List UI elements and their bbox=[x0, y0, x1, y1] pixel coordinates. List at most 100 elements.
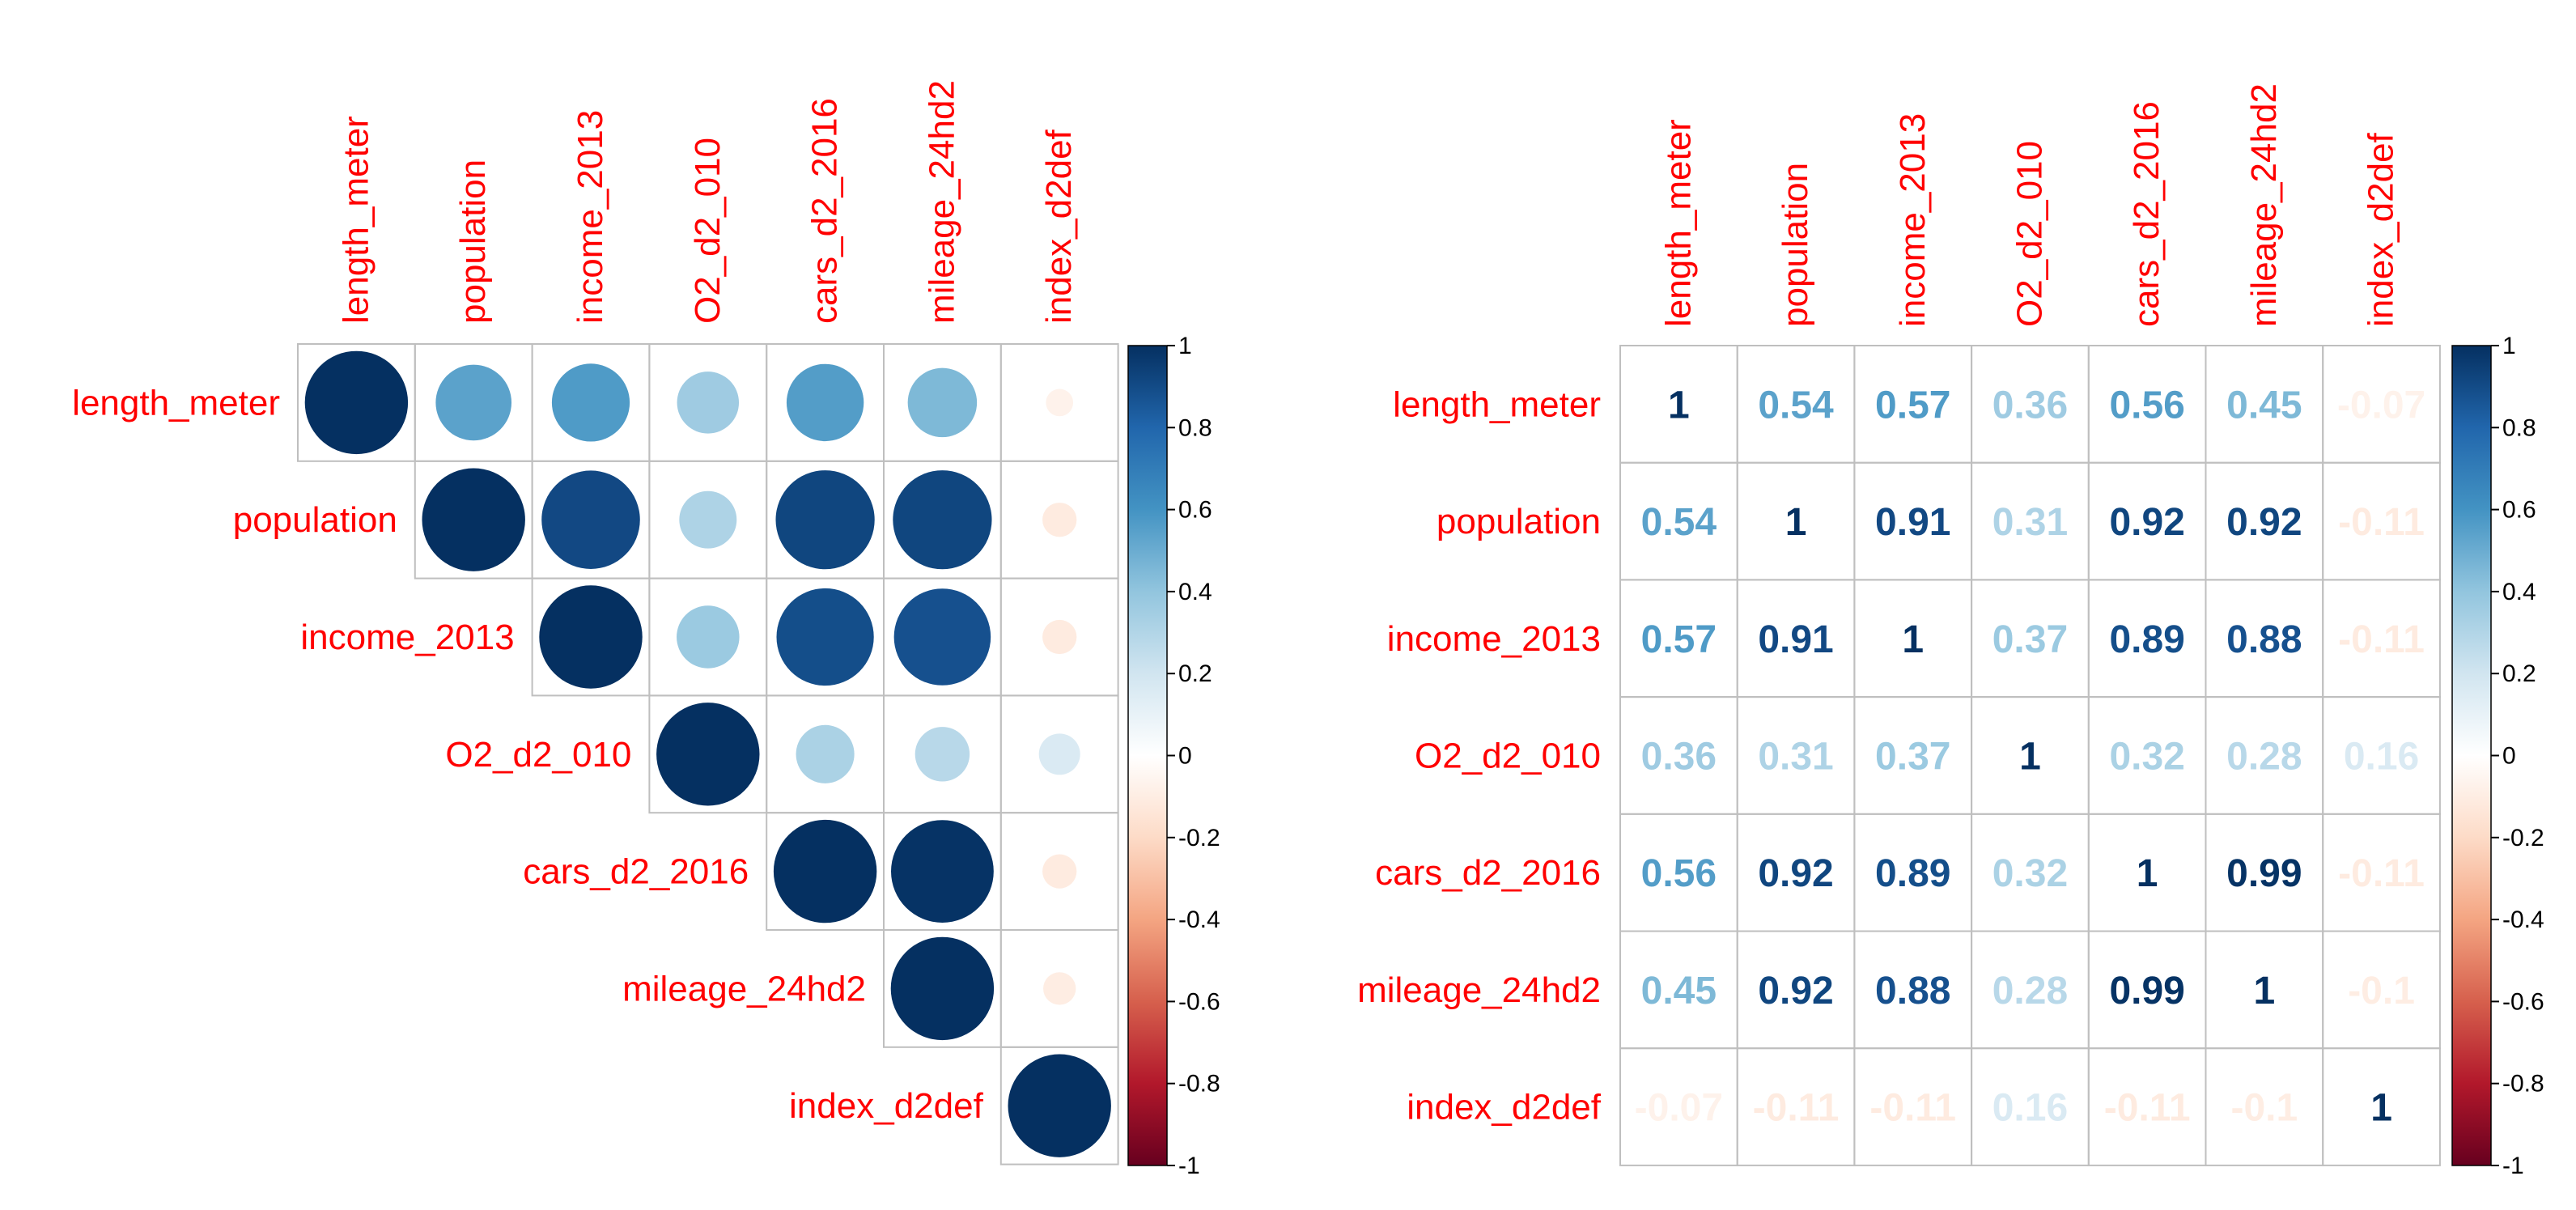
corr-value-index-d2def-income-2013: -0.11 bbox=[1869, 1087, 1956, 1130]
column-label-income-2013: income_2013 bbox=[571, 110, 610, 324]
column-label-cars-d2-2016: cars_d2_2016 bbox=[805, 98, 845, 324]
corr-value-cars-d2-2016-o2-d2-010: 0.32 bbox=[1992, 852, 2068, 895]
row-label-cars-d2-2016: cars_d2_2016 bbox=[523, 852, 749, 892]
corr-circle-cars-d2-2016-cars-d2-2016 bbox=[773, 819, 877, 923]
corr-value-mileage-24hd2-income-2013: 0.88 bbox=[1875, 970, 1950, 1013]
colorbar-tick-label: 0 bbox=[2502, 743, 2516, 770]
column-label-income-2013: income_2013 bbox=[1893, 113, 1933, 327]
corr-value-length-meter-population: 0.54 bbox=[1758, 384, 1834, 427]
colorbar-tick-label: -0.6 bbox=[1178, 988, 1220, 1015]
corr-circle-o2-d2-010-o2-d2-010 bbox=[656, 703, 760, 806]
row-label-o2-d2-010: O2_d2_010 bbox=[1415, 736, 1601, 775]
corr-circle-income-2013-index-d2def bbox=[1042, 619, 1077, 655]
corr-value-index-d2def-o2-d2-010: 0.16 bbox=[1992, 1087, 2068, 1130]
corr-value-length-meter-income-2013: 0.57 bbox=[1875, 384, 1950, 427]
colorbar-tick-label: -0.2 bbox=[2502, 825, 2544, 851]
corr-value-o2-d2-010-income-2013: 0.37 bbox=[1875, 735, 1950, 778]
corr-value-length-meter-length-meter: 1 bbox=[1668, 384, 1690, 427]
corr-value-index-d2def-length-meter: -0.07 bbox=[1635, 1087, 1723, 1130]
colorbar-tick-label: -1 bbox=[2502, 1153, 2524, 1179]
corr-circle-population-cars-d2-2016 bbox=[775, 470, 875, 570]
corr-value-income-2013-population: 0.91 bbox=[1758, 618, 1833, 661]
corr-value-population-mileage-24hd2: 0.92 bbox=[2226, 501, 2302, 544]
colorbar-tick-label: -1 bbox=[1178, 1153, 1200, 1179]
corr-value-population-income-2013: 0.91 bbox=[1875, 501, 1950, 544]
corr-circle-mileage-24hd2-mileage-24hd2 bbox=[890, 936, 995, 1041]
corr-circle-population-population bbox=[422, 468, 525, 571]
column-label-population: population bbox=[453, 159, 493, 324]
corr-circle-cars-d2-2016-index-d2def bbox=[1042, 854, 1077, 889]
corr-value-length-meter-index-d2def: -0.07 bbox=[2337, 384, 2425, 427]
corr-circle-population-o2-d2-010 bbox=[679, 490, 737, 549]
corr-circle-o2-d2-010-index-d2def bbox=[1038, 733, 1080, 775]
row-label-index-d2def: index_d2def bbox=[789, 1086, 984, 1126]
corr-value-length-meter-mileage-24hd2: 0.45 bbox=[2226, 384, 2302, 427]
corr-value-cars-d2-2016-mileage-24hd2: 0.99 bbox=[2226, 852, 2302, 895]
corr-circle-o2-d2-010-mileage-24hd2 bbox=[915, 727, 970, 782]
corr-value-cars-d2-2016-population: 0.92 bbox=[1758, 852, 1833, 895]
corr-value-o2-d2-010-o2-d2-010: 1 bbox=[2019, 735, 2041, 778]
corr-value-o2-d2-010-population: 0.31 bbox=[1758, 735, 1833, 778]
colorbar-tick-label: -0.4 bbox=[2502, 906, 2544, 933]
corr-value-index-d2def-index-d2def: 1 bbox=[2370, 1087, 2392, 1130]
grid-cell bbox=[2322, 1047, 2441, 1166]
corr-value-population-index-d2def: -0.11 bbox=[2338, 501, 2425, 544]
colorbar-tick-label: 1 bbox=[2502, 333, 2516, 359]
colorbar-tick-label: 0.4 bbox=[1178, 579, 1212, 605]
corr-value-cars-d2-2016-cars-d2-2016: 1 bbox=[2137, 852, 2158, 895]
colorbar-tick-label: 0.6 bbox=[2502, 497, 2536, 524]
column-label-mileage-24hd2: mileage_24hd2 bbox=[922, 80, 961, 324]
corr-circle-income-2013-income-2013 bbox=[539, 585, 643, 689]
corr-value-income-2013-length-meter: 0.57 bbox=[1641, 618, 1717, 661]
corr-value-income-2013-cars-d2-2016: 0.89 bbox=[2109, 618, 2184, 661]
colorbar-tick-label: 0.8 bbox=[1178, 414, 1212, 441]
row-label-population: population bbox=[233, 500, 397, 540]
corr-value-population-cars-d2-2016: 0.92 bbox=[2109, 501, 2184, 544]
colorbar-tick-label: 0.6 bbox=[1178, 497, 1212, 524]
colorbar: 1 0.8 0.6 0.4 0.2 0 -0.2 -0.4 -0.6 -0.8 -1 bbox=[2451, 333, 2544, 1179]
colorbar-tick-label: 0.2 bbox=[1178, 660, 1212, 687]
circle-correlation-plot: length_meter population income_2013 O2_d2_0… bbox=[72, 80, 1220, 1179]
corr-circle-mileage-24hd2-index-d2def bbox=[1043, 972, 1076, 1005]
corr-value-index-d2def-population: -0.11 bbox=[1753, 1087, 1840, 1130]
column-label-cars-d2-2016: cars_d2_2016 bbox=[2127, 101, 2166, 327]
column-label-index-d2def: index_d2def bbox=[1039, 129, 1079, 324]
colorbar-gradient bbox=[1127, 345, 1168, 1166]
corr-value-mileage-24hd2-mileage-24hd2: 1 bbox=[2253, 970, 2275, 1013]
corr-value-o2-d2-010-index-d2def: 0.16 bbox=[2344, 735, 2419, 778]
corr-value-mileage-24hd2-population: 0.92 bbox=[1758, 970, 1833, 1013]
corr-circle-length-meter-index-d2def bbox=[1046, 388, 1074, 417]
row-label-cars-d2-2016: cars_d2_2016 bbox=[1375, 853, 1601, 893]
corr-value-mileage-24hd2-o2-d2-010: 0.28 bbox=[1992, 970, 2068, 1013]
corr-value-o2-d2-010-mileage-24hd2: 0.28 bbox=[2226, 735, 2302, 778]
colorbar-gradient bbox=[2451, 345, 2492, 1166]
colorbar-tick-label: -0.8 bbox=[2502, 1071, 2544, 1097]
row-label-mileage-24hd2: mileage_24hd2 bbox=[1357, 970, 1601, 1010]
colorbar-tick-label: -0.8 bbox=[1178, 1071, 1220, 1097]
corr-value-population-length-meter: 0.54 bbox=[1641, 501, 1717, 544]
corr-circle-population-income-2013 bbox=[541, 470, 640, 569]
corr-value-mileage-24hd2-index-d2def: -0.1 bbox=[2348, 970, 2415, 1013]
corr-circle-income-2013-mileage-24hd2 bbox=[893, 588, 991, 686]
number-correlation-plot: length_meter population income_2013 O2_d2_0… bbox=[1357, 83, 2544, 1179]
corr-value-o2-d2-010-length-meter: 0.36 bbox=[1641, 735, 1717, 778]
corr-circle-income-2013-cars-d2-2016 bbox=[776, 588, 874, 686]
corr-circle-length-meter-length-meter bbox=[304, 350, 409, 455]
corr-value-income-2013-income-2013: 1 bbox=[1902, 618, 1924, 661]
colorbar-tick-label: 0 bbox=[1178, 743, 1192, 770]
colorbar: 1 0.8 0.6 0.4 0.2 0 -0.2 -0.4 -0.6 -0.8 -1 bbox=[1127, 333, 1220, 1179]
corr-value-cars-d2-2016-income-2013: 0.89 bbox=[1875, 852, 1950, 895]
corr-circle-length-meter-o2-d2-010 bbox=[677, 371, 740, 434]
corr-value-population-o2-d2-010: 0.31 bbox=[1992, 501, 2068, 544]
colorbar-tick-label: 1 bbox=[1178, 333, 1192, 359]
corr-circle-population-mileage-24hd2 bbox=[893, 470, 992, 570]
corr-circle-length-meter-cars-d2-2016 bbox=[786, 363, 864, 442]
row-label-income-2013: income_2013 bbox=[300, 618, 514, 657]
corr-circle-index-d2def-index-d2def bbox=[1008, 1054, 1111, 1157]
corr-circle-cars-d2-2016-mileage-24hd2 bbox=[891, 820, 994, 923]
corr-value-mileage-24hd2-length-meter: 0.45 bbox=[1641, 970, 1717, 1013]
corr-value-cars-d2-2016-length-meter: 0.56 bbox=[1641, 852, 1717, 895]
colorbar-tick-label: -0.4 bbox=[1178, 906, 1220, 933]
colorbar-tick-label: 0.4 bbox=[2502, 579, 2536, 605]
